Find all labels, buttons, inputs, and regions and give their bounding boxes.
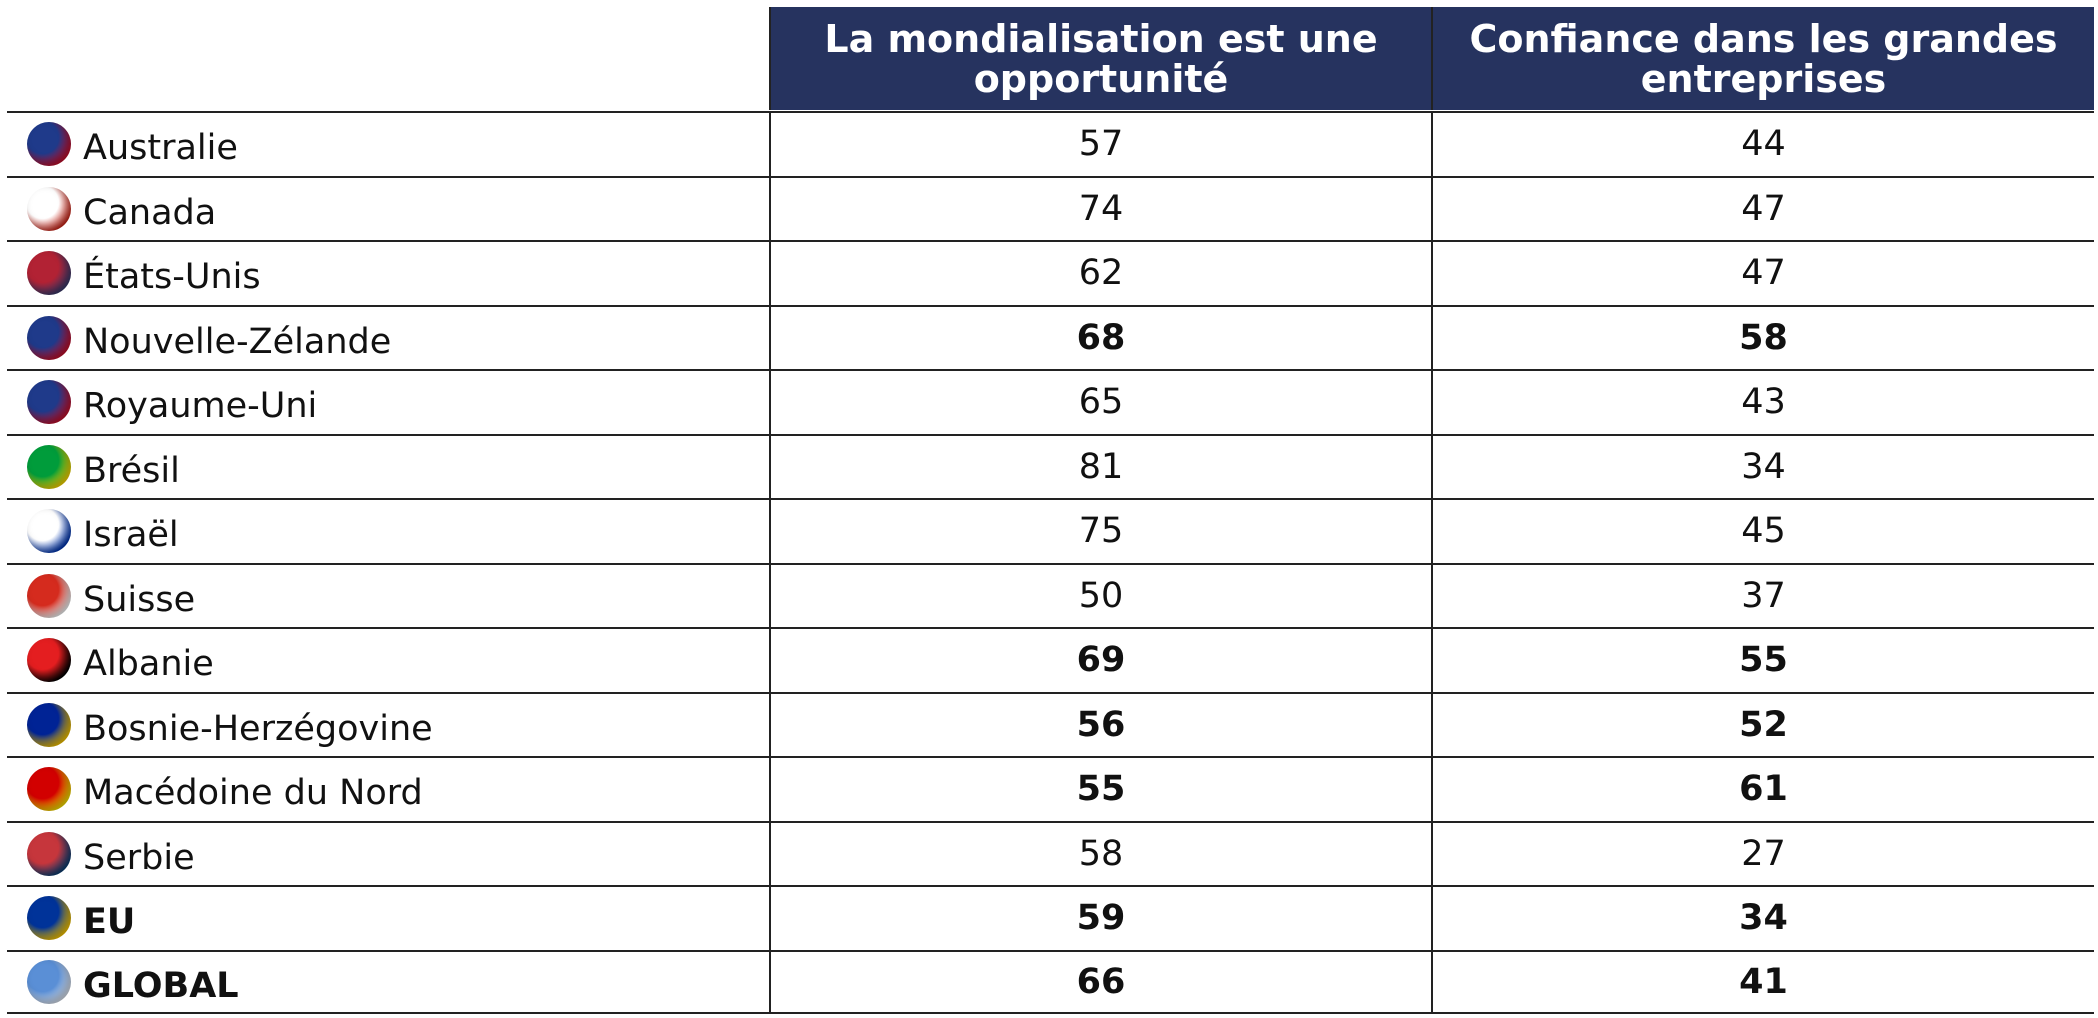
table-row: Albanie 69 55 [7, 627, 2094, 692]
country-cell: Albanie [7, 629, 769, 692]
country-cell: Israël [7, 500, 769, 563]
flag-icon [27, 444, 71, 489]
flag-icon [27, 573, 71, 618]
table-row: Macédoine du Nord 55 61 [7, 756, 2094, 821]
country-name: Suisse [83, 579, 196, 620]
value-cell: 52 [1431, 693, 2094, 756]
country-cell: EU [7, 887, 769, 950]
value-cell: 37 [1431, 564, 2094, 627]
country-cell: Brésil [7, 436, 769, 499]
value-cell: 47 [1431, 177, 2094, 240]
value-cell: 43 [1431, 371, 2094, 434]
table-row: Serbie 58 27 [7, 820, 2094, 886]
value-cell: 34 [1431, 887, 2094, 950]
value-cell: 47 [1431, 242, 2094, 305]
table-row: GLOBAL 66 41 [7, 949, 2094, 1014]
value-cell: 68 [769, 306, 1431, 369]
value-cell: 56 [769, 693, 1431, 756]
value-cell: 66 [769, 951, 1431, 1012]
column-header: La mondialisation est une opportunité [769, 7, 1431, 110]
country-name: Serbie [83, 837, 195, 878]
column-header: Confiance dans les grandes entreprises [1431, 7, 2094, 110]
value-cell: 45 [1431, 500, 2094, 563]
value-cell: 41 [1431, 951, 2094, 1012]
flag-icon [27, 702, 71, 747]
country-cell: Suisse [7, 565, 769, 628]
value-cell: 59 [769, 887, 1431, 950]
country-cell: GLOBAL [7, 952, 769, 1013]
country-name: Bosnie-Herzégovine [83, 708, 433, 749]
country-cell: Serbie [7, 823, 769, 886]
table-row: Bosnie-Herzégovine 56 52 [7, 691, 2094, 757]
flag-icon [27, 638, 71, 683]
country-name: Albanie [83, 644, 214, 685]
value-cell: 74 [769, 177, 1431, 240]
flag-icon [27, 315, 71, 360]
flag-icon [27, 380, 71, 425]
value-cell: 75 [769, 500, 1431, 563]
value-cell: 57 [769, 113, 1431, 176]
country-cell: Macédoine du Nord [7, 758, 769, 821]
flag-icon [27, 896, 71, 941]
table-row: États-Unis 62 47 [7, 240, 2094, 305]
country-name: Macédoine du Nord [83, 773, 423, 814]
flag-icon [27, 186, 71, 231]
table-row: Israël 75 45 [7, 498, 2094, 563]
country-name: EU [83, 902, 136, 943]
country-name: Royaume-Uni [83, 386, 318, 427]
country-name: Australie [83, 128, 238, 169]
value-cell: 58 [769, 822, 1431, 885]
table-row: Suisse 50 37 [7, 562, 2094, 628]
table-row: Brésil 81 34 [7, 433, 2094, 499]
country-cell: Australie [7, 113, 769, 176]
country-name: États-Unis [83, 257, 261, 298]
value-cell: 27 [1431, 822, 2094, 885]
table-row: Royaume-Uni 65 43 [7, 369, 2094, 434]
flag-icon [27, 831, 71, 876]
value-cell: 65 [769, 371, 1431, 434]
flag-icon [27, 959, 71, 1004]
country-name: GLOBAL [83, 965, 239, 1006]
country-cell: Bosnie-Herzégovine [7, 694, 769, 757]
value-cell: 44 [1431, 113, 2094, 176]
value-cell: 61 [1431, 758, 2094, 821]
flag-icon [27, 509, 71, 554]
value-cell: 81 [769, 435, 1431, 498]
table-row: Australie 57 44 [7, 111, 2094, 176]
flag-icon [27, 122, 71, 167]
country-cell: Canada [7, 178, 769, 241]
value-cell: 62 [769, 242, 1431, 305]
country-name: Israël [83, 515, 179, 556]
flag-icon [27, 767, 71, 812]
country-name: Brésil [83, 450, 180, 491]
value-cell: 55 [1431, 629, 2094, 692]
value-cell: 58 [1431, 306, 2094, 369]
country-cell: Nouvelle-Zélande [7, 307, 769, 370]
table-row: EU 59 34 [7, 885, 2094, 950]
value-cell: 34 [1431, 435, 2094, 498]
country-cell: États-Unis [7, 242, 769, 305]
flag-icon [27, 251, 71, 296]
table-row: Canada 74 47 [7, 175, 2094, 241]
country-name: Canada [83, 192, 217, 233]
country-cell: Royaume-Uni [7, 371, 769, 434]
value-cell: 55 [769, 758, 1431, 821]
value-cell: 50 [769, 564, 1431, 627]
value-cell: 69 [769, 629, 1431, 692]
country-name: Nouvelle-Zélande [83, 321, 392, 362]
table-row: Nouvelle-Zélande 68 58 [7, 304, 2094, 370]
